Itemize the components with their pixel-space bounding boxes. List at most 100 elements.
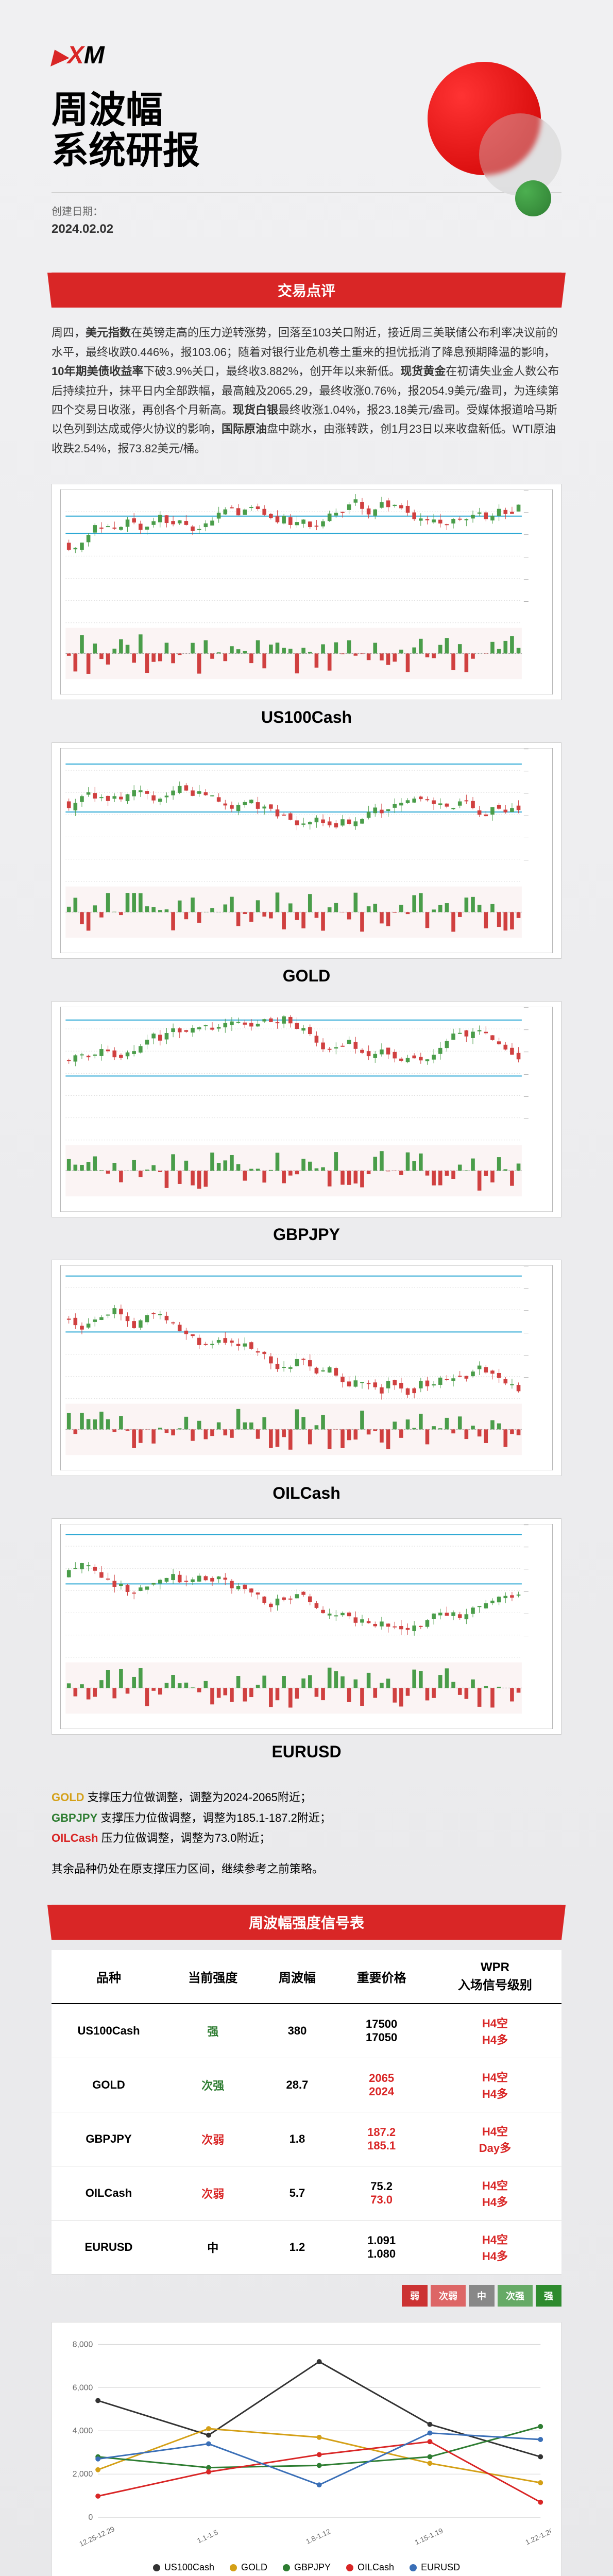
svg-text:—: — <box>524 1375 529 1380</box>
cell-wpr: 1.8 <box>260 2112 335 2166</box>
svg-text:1.22-1.26: 1.22-1.26 <box>524 2527 551 2547</box>
cell-symbol: GOLD <box>52 2058 166 2112</box>
section-header-commentary: 交易点评 <box>52 273 561 308</box>
cell-wpr: 1.2 <box>260 2221 335 2275</box>
table-row: EURUSD中1.21.0911.080H4空H4多 <box>52 2221 561 2275</box>
adjustment-notes: GOLD 支撑压力位做调整，调整为2024-2065附近； GBPJPY 支撑压力… <box>0 1777 613 1889</box>
svg-text:4,000: 4,000 <box>73 2427 93 2436</box>
strength-chip: 中 <box>469 2285 495 2307</box>
header: ▶XM 周波幅 系统研报 创建日期： 2024.02.02 <box>0 0 613 257</box>
svg-text:—: — <box>524 1071 529 1076</box>
cell-strength: 次强 <box>166 2058 260 2112</box>
table-row: OILCash次弱5.775.273.0H4空H4多 <box>52 2166 561 2221</box>
cell-signals: H4空H4多 <box>429 2058 561 2112</box>
svg-text:6,000: 6,000 <box>73 2384 93 2393</box>
cell-signals: H4空H4多 <box>429 2221 561 2275</box>
table-header: 重要价格 <box>334 1950 429 2004</box>
green-circle <box>515 180 551 216</box>
adjust-footer: 其余品种仍处在原支撑压力区间，继续参考之前策略。 <box>52 1859 561 1879</box>
svg-text:—: — <box>524 812 529 818</box>
svg-text:—: — <box>524 790 529 795</box>
table-header: 当前强度 <box>166 1950 260 2004</box>
chart-label: OILCash <box>0 1484 613 1503</box>
summary-legend-item: OILCash <box>346 2562 394 2573</box>
svg-text:—: — <box>524 1633 529 1638</box>
summary-legend-item: GBPJPY <box>283 2562 331 2573</box>
cell-wpr: 380 <box>260 2004 335 2058</box>
svg-text:—: — <box>524 554 529 559</box>
table-row: GBPJPY次弱1.8187.2185.1H4空Day多 <box>52 2112 561 2166</box>
cell-symbol: EURUSD <box>52 2221 166 2275</box>
chart-gbpjpy: —————— <box>52 1001 561 1217</box>
svg-text:—: — <box>524 1330 529 1335</box>
adjust-text: 支撑压力位做调整，调整为2024-2065附近； <box>84 1791 312 1804</box>
summary-legend: US100CashGOLDGBPJPYOILCashEURUSD <box>62 2562 551 2573</box>
cell-signals: H4空H4多 <box>429 2004 561 2058</box>
section-header-table: 周波幅强度信号表 <box>52 1905 561 1940</box>
adjust-symbol: GBPJPY <box>52 1811 97 1824</box>
cell-prices: 1.0911.080 <box>334 2221 429 2275</box>
meta-date: 2024.02.02 <box>52 222 561 236</box>
svg-text:—: — <box>524 1116 529 1121</box>
svg-text:—: — <box>524 1352 529 1358</box>
cell-strength: 次弱 <box>166 2112 260 2166</box>
svg-text:1.15-1.19: 1.15-1.19 <box>414 2527 445 2547</box>
cell-prices: 187.2185.1 <box>334 2112 429 2166</box>
svg-text:—: — <box>524 577 529 582</box>
chart-gold: — — — — — — <box>52 742 561 959</box>
strength-legend: 弱次弱中次强强 <box>52 2285 561 2307</box>
cell-wpr: 28.7 <box>260 2058 335 2112</box>
svg-text:—: — <box>524 1265 529 1268</box>
cell-symbol: US100Cash <box>52 2004 166 2058</box>
logo-arrow: ▶ <box>52 45 67 68</box>
svg-text:0: 0 <box>88 2514 93 2522</box>
logo-x: X <box>67 42 84 69</box>
logo-m: M <box>84 42 105 69</box>
strength-chip: 次弱 <box>431 2285 466 2307</box>
cell-strength: 中 <box>166 2221 260 2275</box>
adjust-text: 压力位做调整，调整为73.0附近； <box>98 1832 270 1844</box>
chart-label: GBPJPY <box>0 1225 613 1244</box>
gray-circle <box>479 113 561 196</box>
svg-text:—: — <box>524 1588 529 1594</box>
chart-us100cash: —————— <box>52 484 561 700</box>
svg-text:—: — <box>524 1027 529 1032</box>
svg-text:—: — <box>524 748 529 751</box>
summary-legend-item: GOLD <box>230 2562 267 2573</box>
cell-symbol: GBPJPY <box>52 2112 166 2166</box>
svg-text:1.1-1.5: 1.1-1.5 <box>196 2528 219 2545</box>
cell-wpr: 5.7 <box>260 2166 335 2221</box>
cell-signals: H4空H4多 <box>429 2166 561 2221</box>
svg-text:—: — <box>524 1544 529 1549</box>
commentary-text: 周四，美元指数在英镑走高的压力逆转涨势，回落至103关口附近，接近周三美联储公布… <box>0 308 613 473</box>
meta: 创建日期： 2024.02.02 <box>52 192 561 236</box>
cell-symbol: OILCash <box>52 2166 166 2221</box>
svg-text:—: — <box>524 857 529 862</box>
cell-signals: H4空Day多 <box>429 2112 561 2166</box>
cell-strength: 次弱 <box>166 2166 260 2221</box>
svg-text:—: — <box>524 599 529 604</box>
table-header: WPR入场信号级别 <box>429 1950 561 2004</box>
svg-text:—: — <box>524 1007 529 1010</box>
chart-label: US100Cash <box>0 708 613 727</box>
svg-text:—: — <box>524 1524 529 1527</box>
chart-label: EURUSD <box>0 1742 613 1761</box>
svg-text:—: — <box>524 1611 529 1616</box>
adjust-text: 支撑压力位做调整，调整为185.1-187.2附近； <box>97 1811 331 1824</box>
strength-chip: 强 <box>536 2285 561 2307</box>
cell-prices: 75.273.0 <box>334 2166 429 2221</box>
signal-table-wrap: 品种当前强度周波幅重要价格WPR入场信号级别US100Cash强38017500… <box>52 1950 561 2275</box>
svg-text:—: — <box>524 768 529 773</box>
strength-chip: 次强 <box>498 2285 533 2307</box>
svg-text:12.25-12.29: 12.25-12.29 <box>78 2525 116 2549</box>
svg-text:8,000: 8,000 <box>73 2341 93 2349</box>
svg-text:—: — <box>524 835 529 840</box>
svg-text:—: — <box>524 510 529 515</box>
svg-text:—: — <box>524 489 529 493</box>
adjust-symbol: OILCash <box>52 1832 98 1844</box>
chart-oilcash: —————— <box>52 1260 561 1476</box>
adjust-symbol: GOLD <box>52 1791 84 1804</box>
svg-text:—: — <box>524 1308 529 1313</box>
chart-eurusd: —————— <box>52 1518 561 1735</box>
table-row: US100Cash强3801750017050H4空H4多 <box>52 2004 561 2058</box>
